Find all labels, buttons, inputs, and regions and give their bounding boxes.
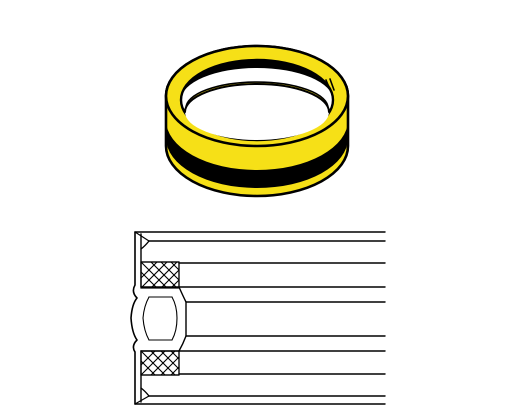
- groove-highlight: [168, 129, 346, 170]
- split-notch: [325, 78, 335, 93]
- groove-band: [166, 120, 348, 188]
- lower-hatch: [141, 351, 179, 375]
- upper-hatch: [141, 262, 179, 288]
- half-section-view: [130, 231, 386, 405]
- center-profile: [140, 286, 187, 352]
- isometric-ring-view: [164, 44, 350, 198]
- inner-groove-band: [181, 60, 333, 100]
- section-outline: [130, 231, 138, 405]
